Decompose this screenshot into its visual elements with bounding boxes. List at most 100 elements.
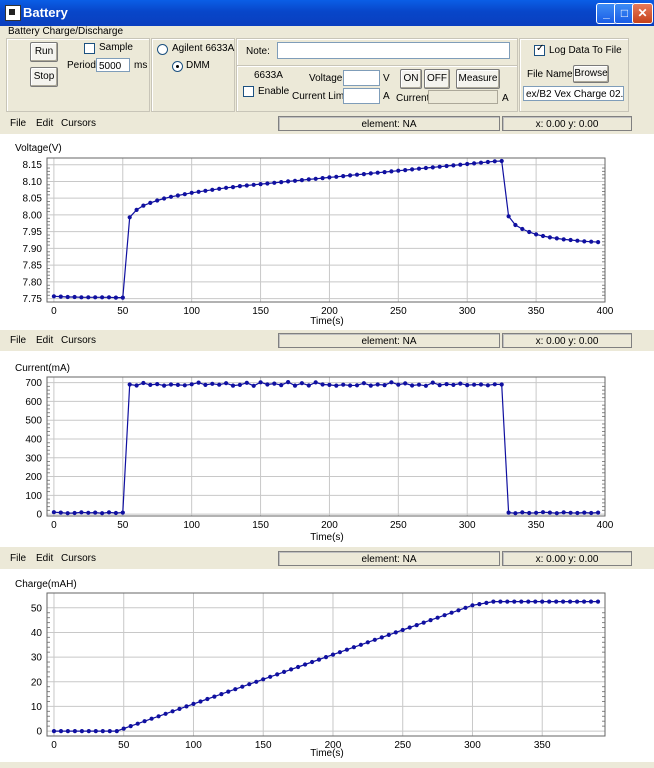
menu-edit[interactable]: Edit xyxy=(36,553,54,564)
plot-frame xyxy=(46,592,606,737)
current-plot[interactable]: Current(mA) Time(s) 0 50 100 150 200 250 300 35… xyxy=(0,351,654,547)
data-point xyxy=(310,659,315,665)
enable-checkbox[interactable] xyxy=(243,86,254,97)
data-point xyxy=(499,382,504,387)
app-icon[interactable] xyxy=(5,5,21,21)
note-input[interactable] xyxy=(277,42,510,59)
data-point xyxy=(141,380,146,386)
y-tick-label: 8.05 xyxy=(23,194,43,205)
menu-cursors[interactable]: Cursors xyxy=(61,553,97,564)
charge-chart: Charge(mAH) Time(s) 0 50 100 150 200 250 300 35… xyxy=(15,579,606,759)
data-point xyxy=(306,177,311,182)
browse-button[interactable]: Browse xyxy=(573,65,609,83)
y-tick-label: 8.15 xyxy=(23,160,43,171)
dmm-radio[interactable] xyxy=(172,61,183,72)
current-limit-label: Current Limit: xyxy=(292,91,353,102)
x-axis-label: Time(s) xyxy=(310,316,344,327)
data-point xyxy=(93,729,98,734)
data-point xyxy=(79,295,84,300)
data-point xyxy=(423,383,428,388)
y-tick-label: 50 xyxy=(31,603,43,614)
data-point xyxy=(162,383,167,388)
data-point xyxy=(547,235,553,240)
log-checkbox[interactable] xyxy=(534,43,545,56)
data-point xyxy=(323,655,329,660)
menu-cursors[interactable]: Cursors xyxy=(61,118,97,129)
data-point xyxy=(106,295,112,300)
y-tick-label: 7.85 xyxy=(23,261,43,272)
stop-button[interactable]: Stop xyxy=(30,67,58,87)
current-limit-input[interactable] xyxy=(343,88,380,104)
measure-button[interactable]: Measure xyxy=(456,69,500,89)
menu-edit[interactable]: Edit xyxy=(36,118,54,129)
coords-status: x: 0.00 y: 0.00 xyxy=(502,551,632,566)
data-point xyxy=(575,238,580,243)
menu-file[interactable]: File xyxy=(10,553,27,564)
data-point xyxy=(519,599,524,604)
charge-plot[interactable]: Charge(mAH) Time(s) 0 50 100 150 200 250 300 35… xyxy=(0,569,654,762)
data-point xyxy=(470,603,475,608)
data-point xyxy=(93,295,98,300)
data-point xyxy=(279,383,284,388)
data-point xyxy=(540,510,546,515)
data-point xyxy=(289,667,294,672)
data-point xyxy=(240,684,245,689)
period-input[interactable]: 5000 xyxy=(96,58,130,72)
data-point xyxy=(134,383,139,388)
group-title: Battery Charge/Discharge xyxy=(8,26,124,37)
data-point xyxy=(582,599,587,604)
sample-checkbox[interactable] xyxy=(84,43,95,54)
voltage-input[interactable] xyxy=(343,70,380,86)
data-point xyxy=(156,714,161,719)
data-point xyxy=(437,383,442,388)
data-point xyxy=(444,382,449,387)
data-point xyxy=(93,510,98,515)
data-point xyxy=(107,729,112,734)
data-point xyxy=(72,510,77,516)
title-bar[interactable]: Battery _ □ ✕ xyxy=(0,0,654,26)
run-button[interactable]: Run xyxy=(30,42,58,62)
data-point xyxy=(506,510,511,515)
x-tick-label: 50 xyxy=(118,740,130,751)
data-point xyxy=(275,672,280,677)
data-point xyxy=(472,161,477,166)
file-path-input[interactable]: ex/B2 Vex Charge 02.log xyxy=(523,86,624,101)
off-button[interactable]: OFF xyxy=(424,69,450,89)
run-group xyxy=(6,38,150,112)
data-point xyxy=(237,184,242,189)
data-point xyxy=(265,181,270,186)
agilent-radio[interactable] xyxy=(157,44,168,55)
data-point xyxy=(403,381,408,386)
y-tick-label: 200 xyxy=(25,472,42,483)
data-point xyxy=(58,294,63,299)
data-point xyxy=(354,172,360,177)
data-point xyxy=(478,382,484,387)
data-point xyxy=(534,232,539,237)
data-point xyxy=(358,642,363,647)
menu-cursors[interactable]: Cursors xyxy=(61,335,97,346)
x-tick-label: 200 xyxy=(321,306,338,317)
current-chart: Current(mA) Time(s) 0 50 100 150 200 250 300 35… xyxy=(15,363,614,543)
menu-edit[interactable]: Edit xyxy=(36,335,54,346)
data-point xyxy=(348,173,353,178)
x-tick-label: 300 xyxy=(459,306,476,317)
data-point xyxy=(292,178,298,183)
data-point xyxy=(135,721,140,726)
voltage-plot[interactable]: Voltage(V) Time(s) 0 50 100 150 200 250 300 350… xyxy=(0,134,654,330)
menu-file[interactable]: File xyxy=(10,118,27,129)
data-point xyxy=(210,381,215,386)
data-point xyxy=(430,165,435,170)
data-point xyxy=(128,724,133,729)
menu-file[interactable]: File xyxy=(10,335,27,346)
on-button[interactable]: ON xyxy=(400,69,422,89)
data-point xyxy=(191,701,196,706)
data-point xyxy=(299,381,304,386)
data-point xyxy=(230,185,236,190)
data-point xyxy=(458,381,463,386)
data-point xyxy=(120,510,125,515)
data-point xyxy=(306,383,311,388)
y-tick-label: 100 xyxy=(25,491,42,502)
close-button[interactable]: ✕ xyxy=(632,3,653,24)
source-group xyxy=(151,38,235,112)
